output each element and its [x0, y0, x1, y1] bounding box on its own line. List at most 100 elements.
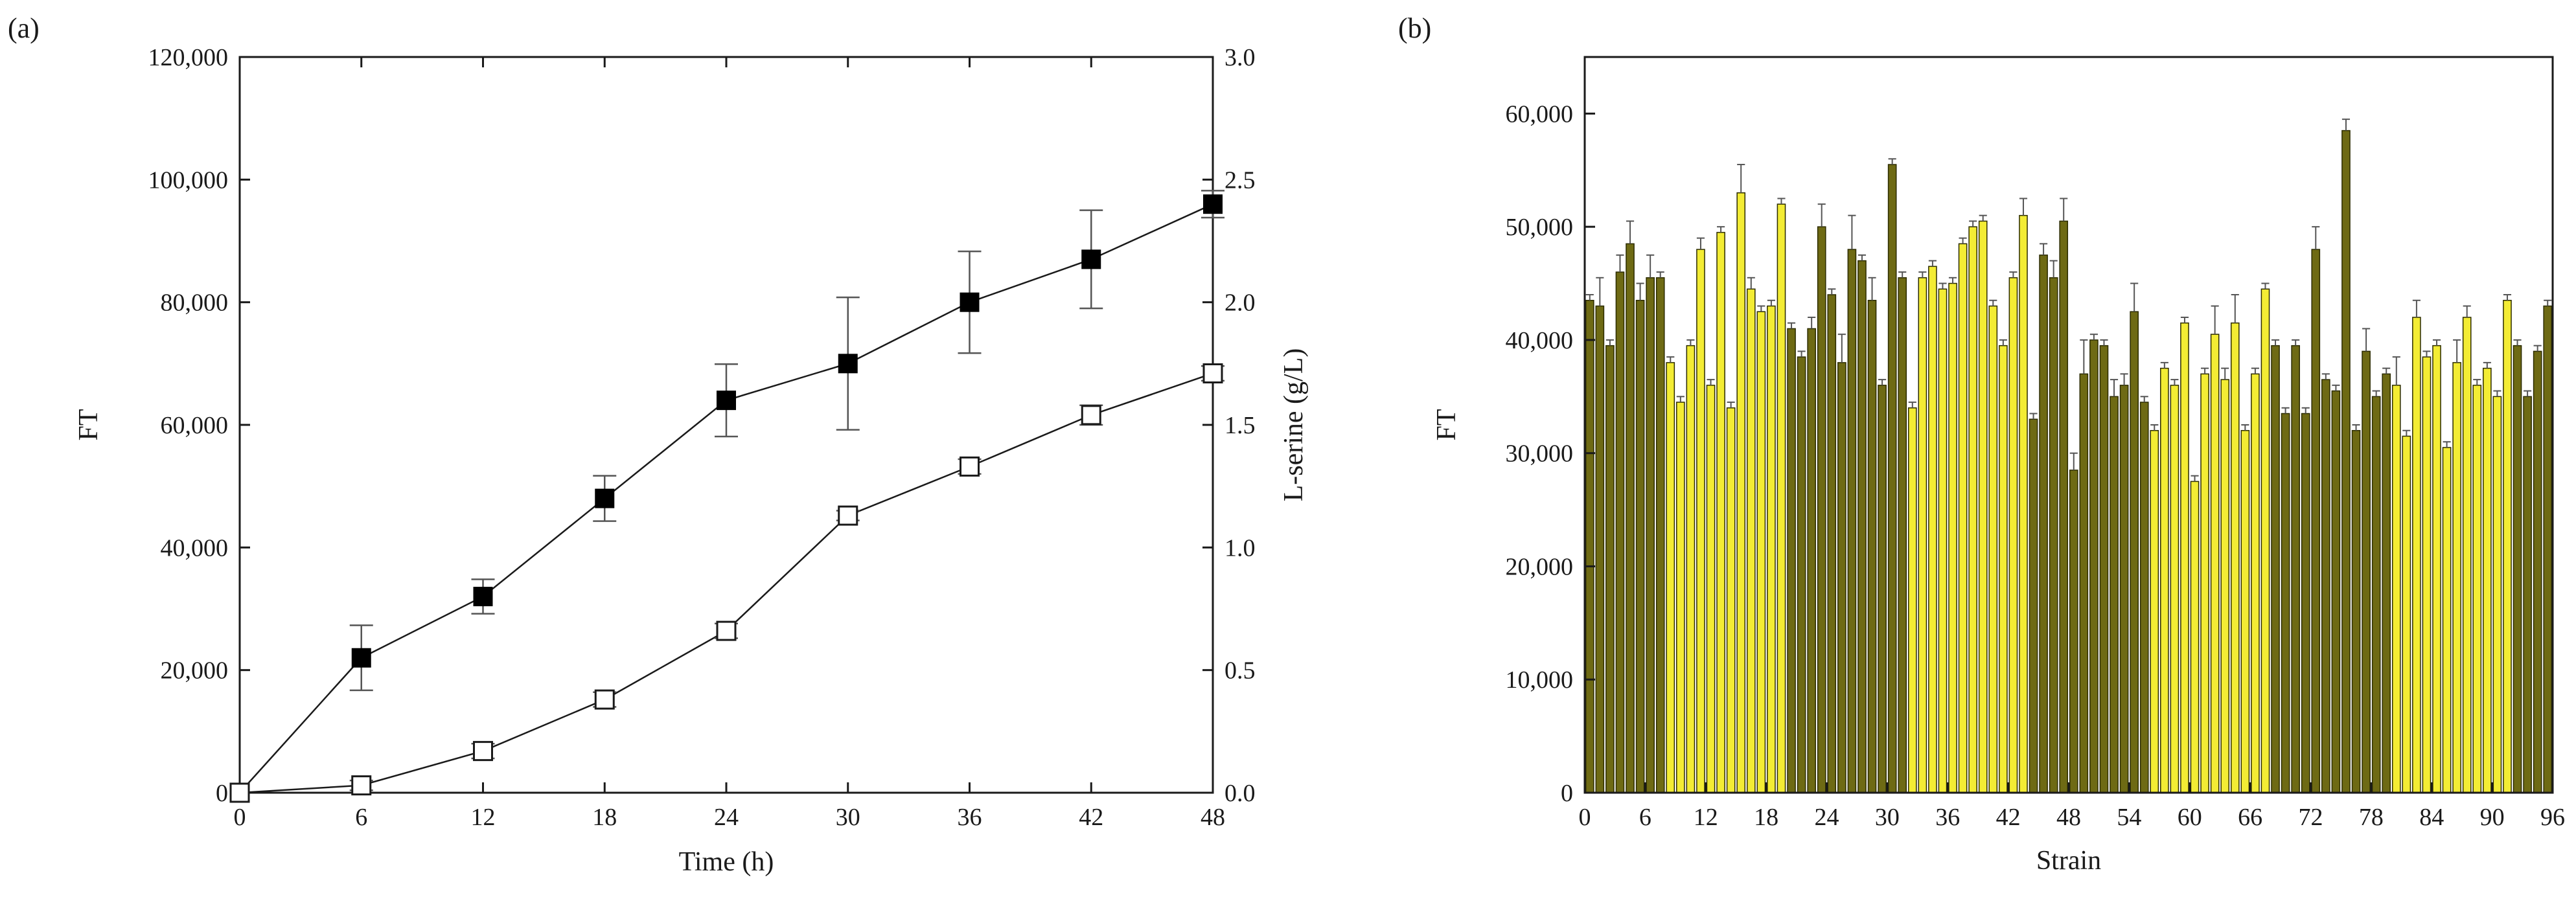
- bar: [2230, 322, 2240, 793]
- y2-tick-label: 0.5: [1225, 657, 1256, 685]
- bar: [2260, 288, 2270, 793]
- y2-tick-label: 2.0: [1225, 289, 1256, 317]
- bar: [1716, 232, 1725, 793]
- data-point-l-serine: [716, 620, 737, 641]
- chart-b-bar-plot: 0 6 12 18 24 30 36 42 48 54 60 66 72 78 84 90 96 0 10,000 2…: [1432, 56, 2565, 876]
- bar: [1626, 243, 1635, 793]
- y-tick-label: 80,000: [161, 289, 229, 317]
- bar: [2019, 214, 2028, 793]
- bar: [1676, 402, 1685, 793]
- y-tick-label: 40,000: [1506, 327, 1574, 354]
- bar: [2240, 429, 2250, 793]
- y-tick-label: 50,000: [1506, 214, 1574, 241]
- bar: [1787, 328, 1796, 793]
- data-point-ft: [1081, 249, 1101, 269]
- bar: [2301, 413, 2310, 793]
- bar: [2210, 334, 2220, 793]
- bar: [1615, 271, 1625, 793]
- data-point-l-serine: [473, 741, 493, 762]
- x-tick-label: 78: [2359, 804, 2384, 831]
- series-line-ft: [239, 203, 1213, 793]
- y2-tick-label: 3.0: [1225, 44, 1256, 71]
- bar: [2180, 322, 2189, 793]
- bar: [2099, 345, 2109, 793]
- x-tick-label: 42: [1079, 804, 1103, 831]
- bar: [2150, 429, 2159, 793]
- data-point-ft: [717, 391, 736, 411]
- panel-b-label: (b): [1398, 12, 1431, 44]
- bar: [1928, 266, 1937, 793]
- y-axis-label: FT: [74, 409, 104, 440]
- bar: [1817, 226, 1826, 793]
- x-tick-label: 84: [2419, 804, 2444, 831]
- y-tick-label: 120,000: [148, 44, 229, 71]
- x-tick-label: 18: [1754, 804, 1778, 831]
- bar: [1736, 192, 1746, 793]
- y-tick-label: 30,000: [1506, 440, 1574, 468]
- bar: [1746, 288, 1756, 793]
- bar: [2291, 345, 2300, 793]
- x-tick-label: 24: [714, 804, 739, 831]
- bar: [2311, 249, 2321, 793]
- x-tick-label: 42: [1996, 804, 2021, 831]
- bar: [1686, 345, 1696, 793]
- bar: [2492, 396, 2502, 793]
- bar: [2391, 385, 2401, 793]
- bar: [1878, 385, 1887, 793]
- bar: [2321, 379, 2330, 793]
- bar: [1666, 362, 1675, 793]
- bar: [1797, 356, 1806, 793]
- bar: [1767, 305, 1776, 793]
- bar: [1968, 226, 1977, 793]
- x-tick-label: 36: [1935, 804, 1960, 831]
- bar: [2281, 413, 2290, 793]
- bar: [2039, 255, 2048, 793]
- bar: [1978, 220, 1988, 793]
- x-tick-label: 48: [2056, 804, 2081, 831]
- bar: [1777, 203, 1786, 793]
- x-tick-label: 18: [592, 804, 617, 831]
- bar: [1847, 249, 1857, 793]
- bar: [2412, 317, 2421, 793]
- y-tick-label: 60,000: [1506, 100, 1574, 128]
- bar: [1918, 277, 1927, 793]
- chart-a-line-plot: 0 6 12 18 24 30 36 42 48 0 20,000 40,000 60,000 80,00…: [74, 44, 1309, 877]
- data-point-ft: [595, 488, 615, 508]
- bar: [1887, 164, 1897, 793]
- bar: [2251, 373, 2260, 793]
- bar: [2483, 367, 2492, 793]
- bar: [1605, 345, 1615, 793]
- bar: [1958, 243, 1968, 793]
- bar: [1938, 288, 1948, 793]
- y-tick-label: 0: [216, 780, 228, 807]
- y-tick-label: 60,000: [161, 412, 229, 439]
- bar: [2402, 435, 2411, 793]
- bar: [1837, 362, 1846, 793]
- bar: [1999, 345, 2008, 793]
- bar: [1948, 282, 1957, 793]
- bar: [1827, 294, 1837, 793]
- bar: [2089, 339, 2099, 793]
- bar: [2271, 345, 2280, 793]
- x-tick-label: 12: [1694, 804, 1718, 831]
- bar: [2452, 362, 2461, 793]
- bar: [2472, 385, 2482, 793]
- bar: [1867, 300, 1877, 793]
- data-point-ft: [351, 648, 371, 668]
- data-point-ft: [473, 587, 493, 607]
- data-point-l-serine: [594, 689, 615, 710]
- bar: [1726, 407, 1736, 793]
- y2-tick-label: 2.5: [1225, 166, 1256, 194]
- plot-background: [1585, 57, 2553, 793]
- x-tick-label: 0: [234, 804, 246, 831]
- data-point-l-serine: [960, 456, 980, 477]
- bar: [1807, 328, 1816, 793]
- bar: [2351, 429, 2361, 793]
- bar: [2110, 396, 2119, 793]
- bar: [2422, 356, 2432, 793]
- y-tick-label: 20,000: [1506, 553, 1574, 580]
- data-point-ft: [838, 354, 858, 374]
- bar: [1706, 385, 1716, 793]
- bar: [2371, 396, 2381, 793]
